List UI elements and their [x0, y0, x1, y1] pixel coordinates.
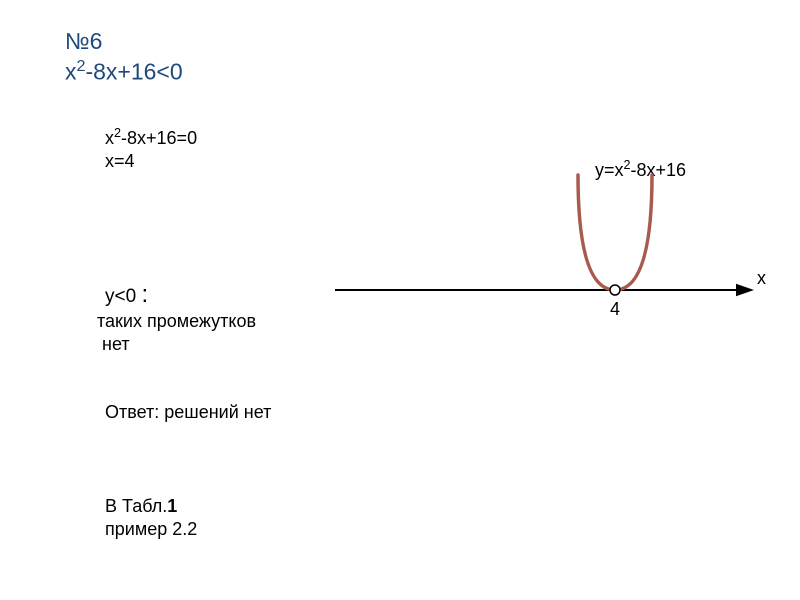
svg-text:х: х	[757, 268, 766, 288]
title-block: №6 х2-8х+16<0	[65, 28, 183, 86]
table-reference: В Табл.1 пример 2.2	[105, 495, 197, 542]
table-ref-line1: В Табл.1	[105, 495, 197, 518]
intervals-line1: таких промежутков	[97, 310, 256, 333]
equation-line2: х=4	[105, 150, 197, 173]
answer-text: Ответ: решений нет	[105, 402, 271, 423]
table-ref-line2: пример 2.2	[105, 518, 197, 541]
intervals-line2: нет	[102, 333, 256, 356]
slide-container: №6 х2-8х+16<0 х2-8х+16=0 х=4 у=х2-8х+16 …	[0, 0, 800, 600]
condition: у<0 :	[105, 281, 148, 309]
inequality: х2-8х+16<0	[65, 57, 183, 86]
intervals-text: таких промежутков нет	[97, 310, 256, 357]
svg-text:4: 4	[610, 299, 620, 319]
chart-content: 4х	[335, 175, 766, 319]
equation-block: х2-8х+16=0 х=4	[105, 125, 197, 174]
parabola-chart: 4х	[330, 170, 770, 350]
problem-number: №6	[65, 28, 183, 55]
equation-line1: х2-8х+16=0	[105, 125, 197, 150]
